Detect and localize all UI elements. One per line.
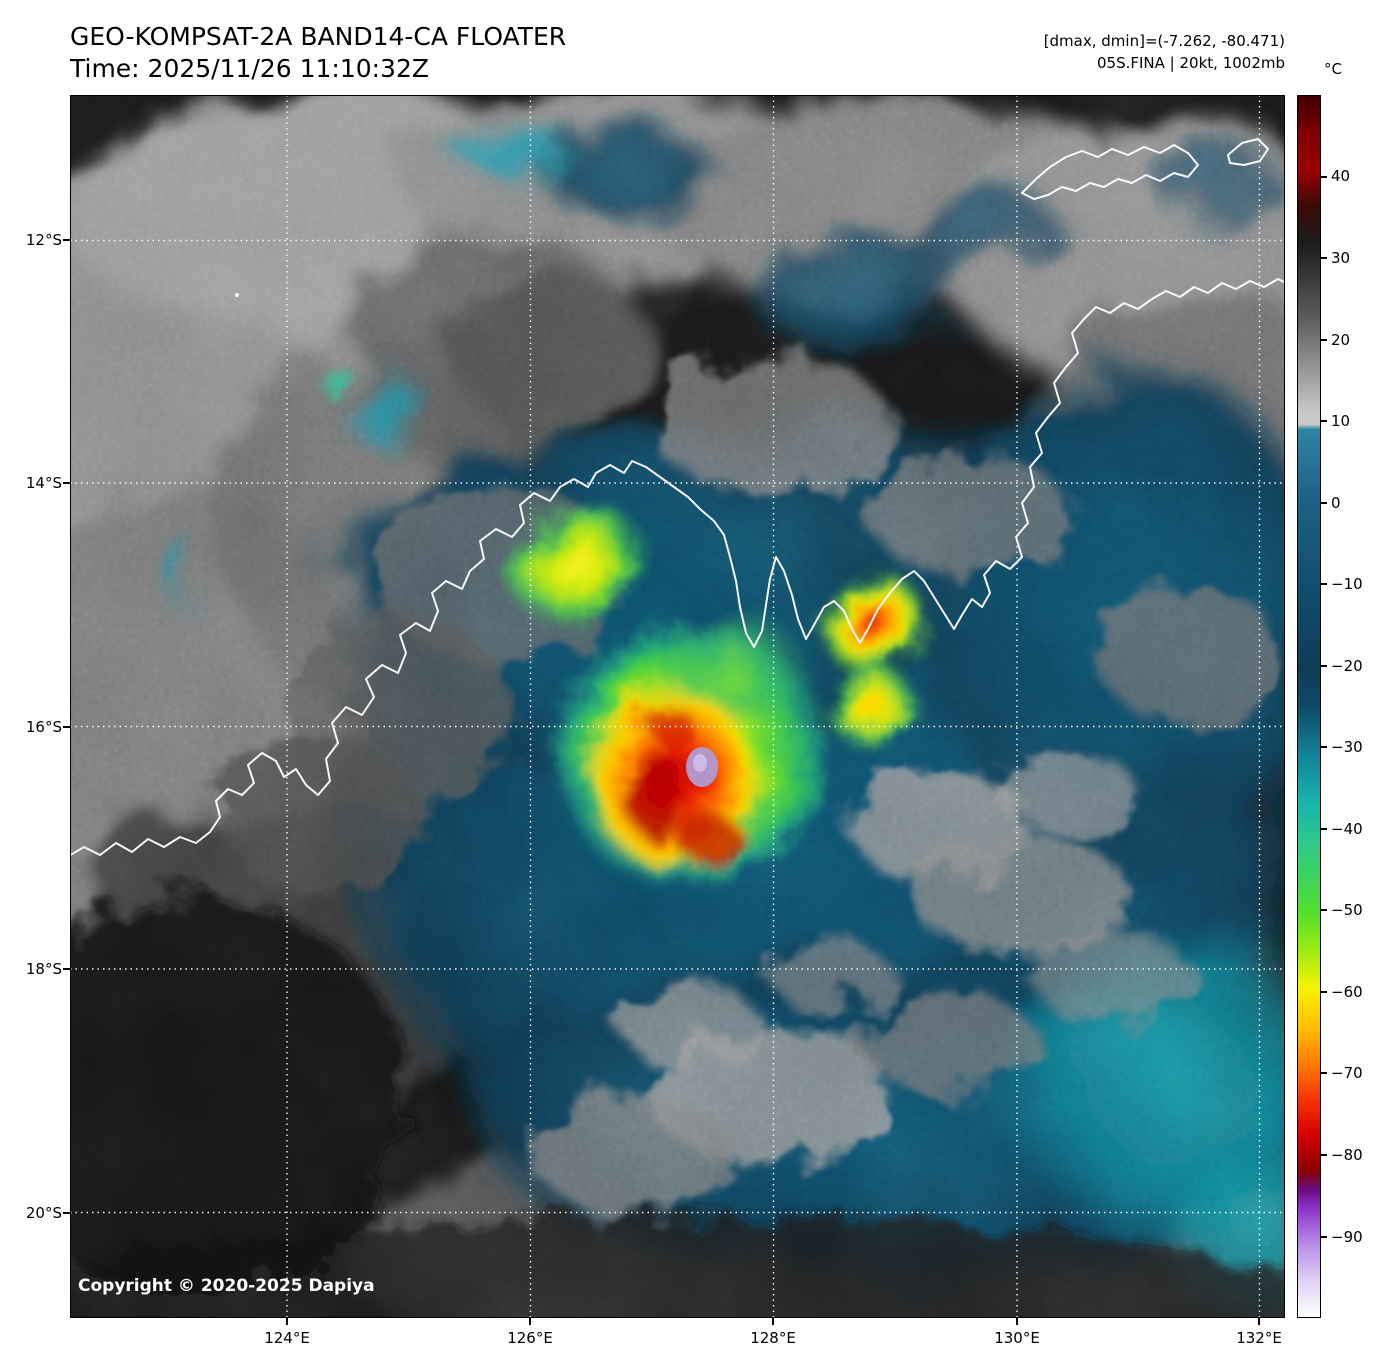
coastline-tiwi-islands bbox=[1021, 144, 1199, 200]
colorbar-tick-label: −40 bbox=[1331, 820, 1363, 838]
colorbar-unit-label: °C bbox=[1324, 60, 1342, 78]
colorbar-tick-label: 20 bbox=[1331, 331, 1351, 349]
colorbar-tick bbox=[1321, 828, 1327, 830]
colorbar-tick bbox=[1321, 1236, 1327, 1238]
lat-tick-label: 14°S bbox=[25, 474, 62, 492]
lat-lon-gridlines bbox=[70, 95, 1285, 1318]
lon-tick-label: 130°E bbox=[994, 1329, 1040, 1347]
colorbar-tick-label: −70 bbox=[1331, 1064, 1363, 1082]
copyright-text: Copyright © 2020-2025 Dapiya bbox=[78, 1276, 375, 1296]
figure-title: GEO-KOMPSAT-2A BAND14-CA FLOATER bbox=[70, 22, 567, 51]
colorbar-tick-label: −60 bbox=[1331, 983, 1363, 1001]
colorbar-tick bbox=[1321, 502, 1327, 504]
lat-tick-mark bbox=[63, 968, 70, 970]
colorbar-tick-label: −10 bbox=[1331, 575, 1363, 593]
colorbar-tick bbox=[1321, 176, 1327, 178]
colorbar-tick bbox=[1321, 339, 1327, 341]
annotation-storm-info: 05S.FINA | 20kt, 1002mb bbox=[1097, 54, 1285, 72]
colorbar-tick-label: 40 bbox=[1331, 167, 1351, 185]
colorbar-tick bbox=[1321, 583, 1327, 585]
lon-tick-mark bbox=[772, 1318, 774, 1325]
colorbar-tick bbox=[1321, 746, 1327, 748]
lon-tick-label: 124°E bbox=[264, 1329, 310, 1347]
colorbar-gradient bbox=[1297, 95, 1321, 1318]
colorbar-tick-label: −20 bbox=[1331, 657, 1363, 675]
colorbar-tick bbox=[1321, 991, 1327, 993]
colorbar-tick bbox=[1321, 665, 1327, 667]
lon-tick-label: 126°E bbox=[507, 1329, 553, 1347]
lat-tick-mark bbox=[63, 1212, 70, 1214]
colorbar-tick bbox=[1321, 1154, 1327, 1156]
lon-tick-mark bbox=[1016, 1318, 1018, 1325]
colorbar-tick-label: −90 bbox=[1331, 1228, 1363, 1246]
colorbar-tick-label: −30 bbox=[1331, 738, 1363, 756]
colorbar-tick bbox=[1321, 1072, 1327, 1074]
lat-tick-mark bbox=[63, 239, 70, 241]
map-frame bbox=[70, 95, 1285, 1318]
lat-tick-label: 12°S bbox=[25, 231, 62, 249]
colorbar-tick-label: 10 bbox=[1331, 412, 1351, 430]
lat-tick-label: 16°S bbox=[25, 718, 62, 736]
colorbar-tick-label: 30 bbox=[1331, 249, 1351, 267]
small-island-speck bbox=[235, 293, 239, 297]
lon-tick-label: 128°E bbox=[750, 1329, 796, 1347]
colorbar-tick bbox=[1321, 909, 1327, 911]
fine-grain-texture bbox=[70, 95, 1285, 1318]
colorbar-tick-label: −50 bbox=[1331, 901, 1363, 919]
coastline-small-island bbox=[1227, 138, 1269, 166]
figure-time: Time: 2025/11/26 11:10:32Z bbox=[70, 54, 429, 83]
satellite-image bbox=[70, 95, 1285, 1318]
lon-tick-mark bbox=[1258, 1318, 1260, 1325]
lon-tick-mark bbox=[286, 1318, 288, 1325]
coastline-mainland bbox=[70, 278, 1285, 857]
colorbar-tick bbox=[1321, 420, 1327, 422]
lat-tick-label: 18°S bbox=[25, 960, 62, 978]
lat-tick-mark bbox=[63, 726, 70, 728]
colorbar-tick-label: 0 bbox=[1331, 494, 1341, 512]
map-plot bbox=[70, 95, 1285, 1318]
lat-tick-label: 20°S bbox=[25, 1204, 62, 1222]
coastline bbox=[70, 138, 1285, 857]
lat-tick-mark bbox=[63, 482, 70, 484]
colorbar-tick-label: −80 bbox=[1331, 1146, 1363, 1164]
colorbar-tick bbox=[1321, 257, 1327, 259]
annotation-dmax-dmin: [dmax, dmin]=(-7.262, -80.471) bbox=[1043, 32, 1285, 50]
lon-tick-mark bbox=[529, 1318, 531, 1325]
lon-tick-label: 132°E bbox=[1236, 1329, 1282, 1347]
